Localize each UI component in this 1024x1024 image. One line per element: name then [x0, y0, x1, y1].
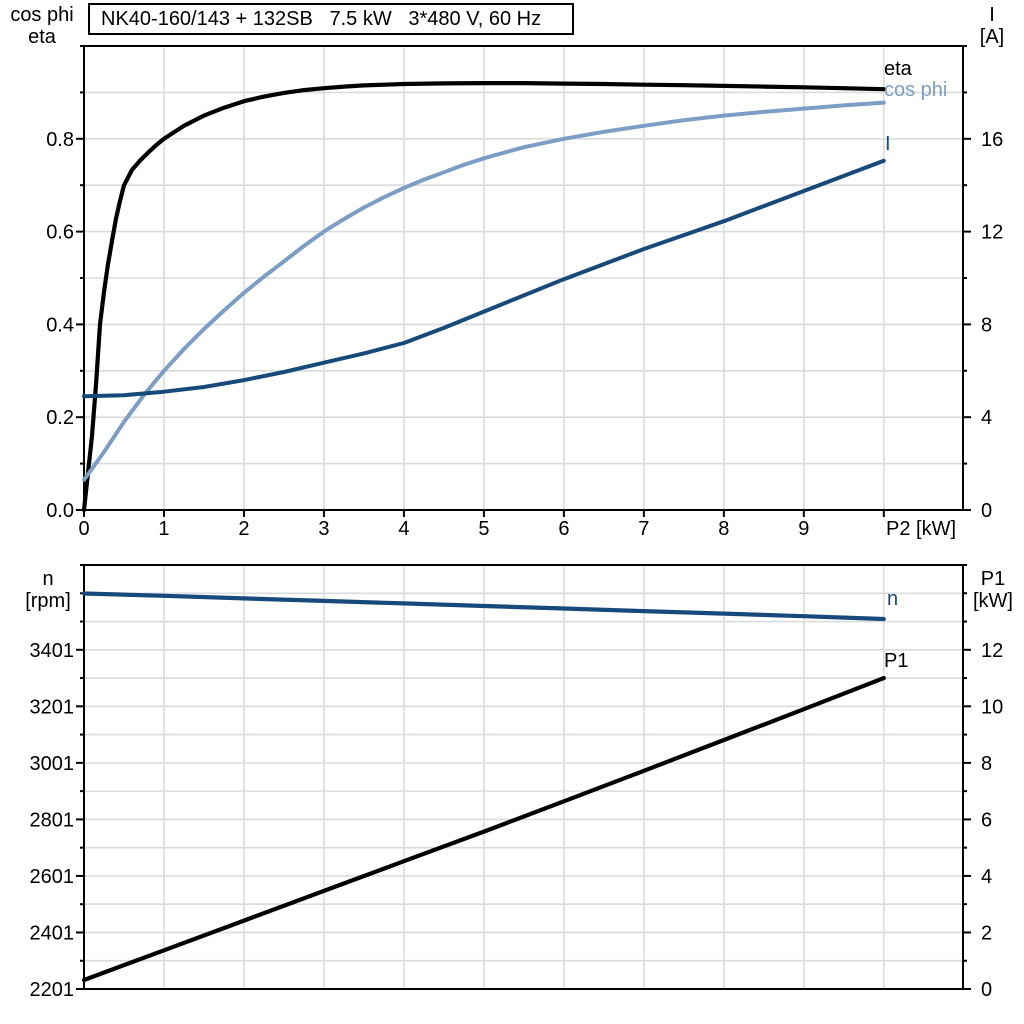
right-tick-label: 2 — [981, 922, 992, 944]
axis-title-cosphi: cos phi — [10, 4, 74, 26]
right-tick-label: 0 — [981, 979, 992, 1001]
bottom-left-axis-title: n [rpm] — [12, 568, 84, 612]
x-tick-label: 6 — [558, 518, 569, 540]
x-tick-label: 8 — [718, 518, 729, 540]
axis-title-eta: eta — [28, 26, 56, 48]
left-tick-label: 2401 — [30, 922, 75, 944]
axis-title-speed-unit: [rpm] — [25, 590, 71, 612]
cos-phi-curve — [82, 100, 886, 482]
left-tick-label: 2601 — [30, 866, 75, 888]
right-tick-label: 6 — [981, 809, 992, 831]
chart-title-box: NK40-160/143 + 132SB 7.5 kW 3*480 V, 60 … — [88, 3, 574, 35]
x-tick-label: 4 — [398, 518, 409, 540]
current-curve-label: I — [885, 133, 891, 155]
cos-phi-curve-label: cos phi — [884, 79, 948, 101]
x-tick-label: 5 — [478, 518, 489, 540]
eta-curve — [81, 80, 886, 513]
right-tick-label: 16 — [981, 129, 1003, 151]
x-tick-label: 1 — [158, 518, 169, 540]
n-curve — [81, 591, 886, 622]
x-tick-label: 0 — [78, 518, 89, 540]
left-tick-label: 2801 — [30, 809, 75, 831]
axis-title-current: I — [989, 4, 995, 26]
x-tick-label: 2 — [238, 518, 249, 540]
axis-title-speed: n — [42, 568, 54, 590]
plot-border — [83, 564, 964, 990]
chart-title: NK40-160/143 + 132SB 7.5 kW 3*480 V, 60 … — [101, 8, 542, 30]
right-tick-label: 12 — [981, 640, 1003, 662]
x-axis-label: P2 [kW] — [886, 518, 956, 540]
axis-title-p1: P1 — [980, 568, 1006, 590]
left-tick-label: 0.6 — [46, 222, 74, 244]
left-tick-label: 0.8 — [46, 129, 74, 151]
x-tick-label: 3 — [318, 518, 329, 540]
right-tick-label: 12 — [981, 222, 1003, 244]
left-tick-label: 3001 — [30, 753, 75, 775]
plot-border — [83, 45, 964, 511]
right-tick-label: 4 — [981, 407, 992, 429]
right-tick-label: 4 — [981, 866, 992, 888]
p1-curve-label: P1 — [884, 650, 909, 672]
bottom-right-axis-title: P1 [kW] — [964, 568, 1022, 612]
left-tick-label: 3201 — [30, 696, 75, 718]
x-tick-label: 9 — [798, 518, 809, 540]
axis-title-p1-unit: [kW] — [973, 590, 1013, 612]
left-tick-label: 3401 — [30, 640, 75, 662]
x-tick-label: 7 — [638, 518, 649, 540]
top-right-axis-title: I [A] — [964, 4, 1020, 48]
right-tick-label: 8 — [981, 753, 992, 775]
P1-curve — [81, 675, 886, 983]
left-tick-label: 0.4 — [46, 314, 74, 336]
axis-title-current-unit: [A] — [979, 26, 1005, 48]
right-tick-label: 0 — [981, 500, 992, 522]
top-left-axis-title: cos phi eta — [4, 4, 80, 48]
eta-curve-label: eta — [884, 58, 912, 80]
right-tick-label: 8 — [981, 314, 992, 336]
left-tick-label: 0.0 — [46, 500, 74, 522]
speed-curve-label: n — [887, 588, 899, 610]
left-tick-label: 0.2 — [46, 407, 74, 429]
right-tick-label: 10 — [981, 696, 1003, 718]
I-curve — [82, 158, 886, 399]
left-tick-label: 2201 — [30, 979, 75, 1001]
